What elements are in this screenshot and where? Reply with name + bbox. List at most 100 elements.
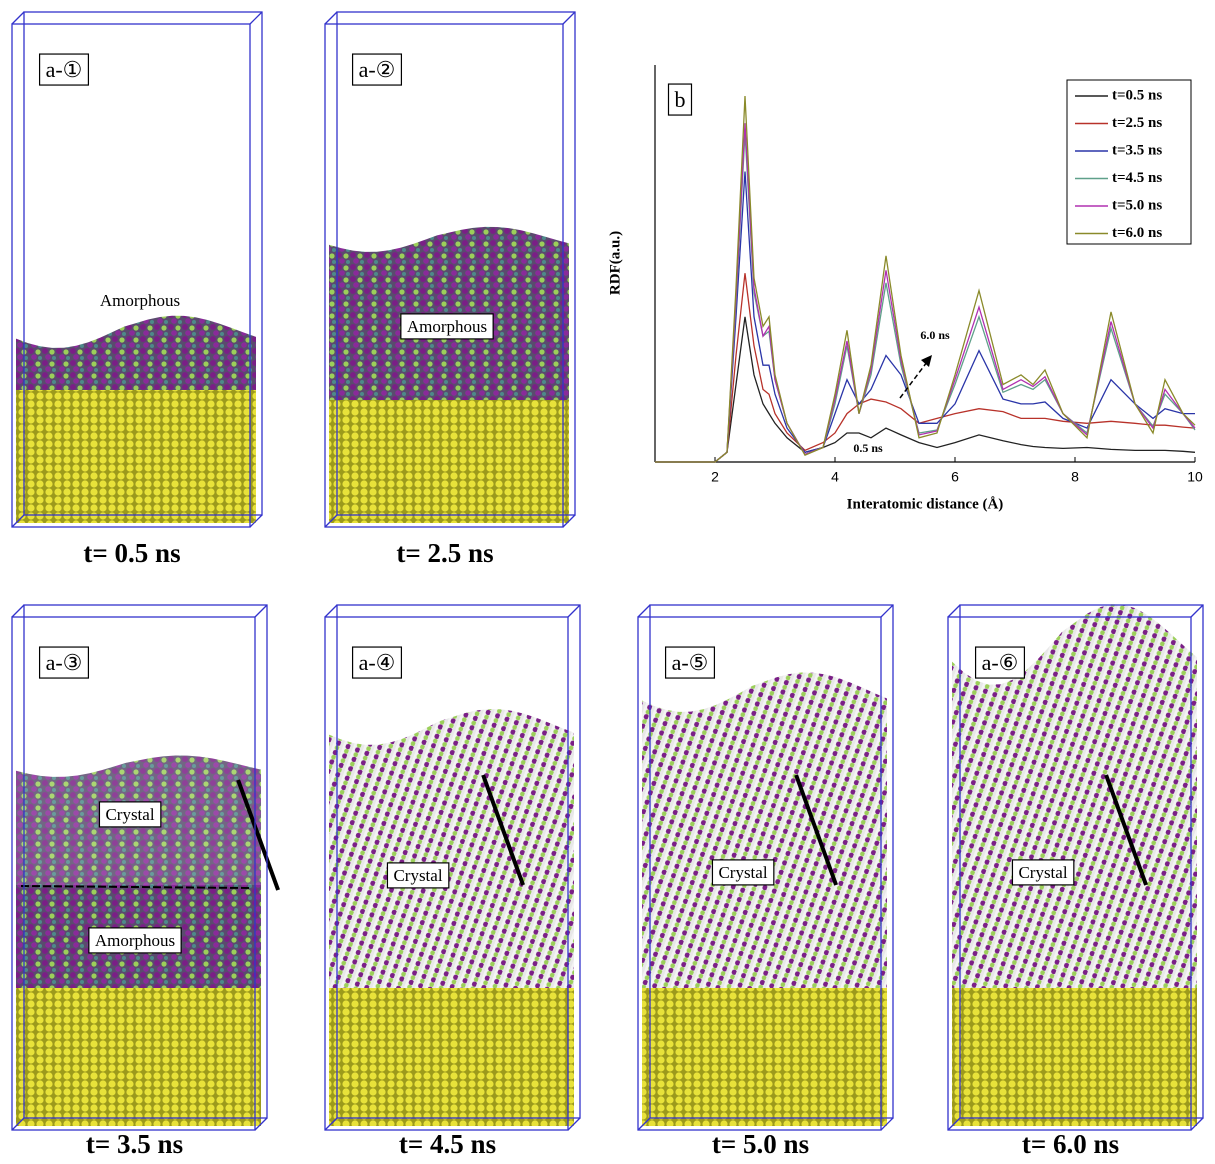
amorphous-layer [16, 315, 256, 390]
box-edge [254, 604, 268, 618]
region-label: Amorphous [407, 317, 487, 336]
region-label: Crystal [393, 866, 442, 885]
box-front [11, 616, 256, 1131]
stacking-line [236, 779, 280, 891]
region-label-box [386, 862, 450, 889]
crystal-layer [642, 672, 887, 988]
stacking-line [794, 774, 838, 886]
box-edge [562, 11, 576, 25]
box-back [336, 11, 576, 516]
panel-label-box [38, 53, 90, 86]
x-tick-label: 8 [1071, 469, 1079, 485]
box-edge [249, 11, 263, 25]
panel-label-box [38, 646, 90, 679]
panel-label: a-⑤ [672, 650, 709, 675]
box-edge [880, 604, 894, 618]
region-label: Crystal [105, 805, 154, 824]
box-front [324, 23, 564, 528]
panel-caption: t= 6.0 ns [1022, 1129, 1119, 1159]
box-edge [11, 514, 25, 528]
box-front [637, 616, 882, 1131]
box-front [324, 616, 569, 1131]
region-label-box [711, 859, 775, 886]
legend-label: t=2.5 ns [1112, 115, 1162, 131]
annotation: 0.5 ns [853, 441, 883, 455]
panel-label: a-① [46, 57, 83, 82]
box-edge [11, 1117, 25, 1131]
box-edge [11, 11, 25, 25]
box-edge [947, 1117, 961, 1131]
interface-line [20, 885, 252, 889]
stacking-line [1104, 774, 1148, 886]
panel-caption: t= 5.0 ns [712, 1129, 809, 1159]
annotation-arrow [899, 357, 931, 399]
box-edge [562, 514, 576, 528]
region-label: Amorphous [100, 291, 180, 310]
panel-label: a-④ [359, 650, 396, 675]
crystal-layer [329, 709, 574, 988]
box-back [23, 11, 263, 516]
substrate [16, 390, 256, 523]
box-edge [11, 604, 25, 618]
region-label-box [400, 313, 494, 340]
region-label: Crystal [1018, 863, 1067, 882]
panel-label-box [351, 53, 403, 86]
panel-label: a-② [359, 57, 396, 82]
panel-caption: t= 2.5 ns [396, 538, 493, 568]
legend-label: t=3.5 ns [1112, 142, 1162, 158]
box-edge [1190, 1117, 1204, 1131]
box-front [947, 616, 1192, 1131]
region-label-box [1011, 859, 1075, 886]
box-edge [1190, 604, 1204, 618]
panel-label: a-⑥ [982, 650, 1019, 675]
substrate [329, 400, 569, 523]
box-edge [637, 604, 651, 618]
rdf-line [655, 95, 1196, 463]
box-edge [947, 604, 961, 618]
annotation: 6.0 ns [920, 328, 950, 342]
rdf-line [655, 273, 1196, 463]
legend-label: t=5.0 ns [1112, 197, 1162, 213]
box-edge [567, 1117, 581, 1131]
box-edge [249, 514, 263, 528]
box-edge [324, 1117, 338, 1131]
substrate [329, 988, 574, 1126]
y-axis-label: RDF(a.u.) [607, 231, 623, 295]
box-edge [324, 604, 338, 618]
legend-box [1066, 79, 1192, 245]
panel-label-box [664, 646, 716, 679]
box-edge [324, 11, 338, 25]
box-back [336, 604, 581, 1119]
substrate [642, 988, 887, 1126]
x-tick-label: 4 [831, 469, 839, 485]
panel-caption: t= 3.5 ns [86, 1129, 183, 1159]
box-back [649, 604, 894, 1119]
stacking-line [481, 774, 525, 886]
panel-caption: t= 0.5 ns [83, 538, 180, 568]
box-back [959, 604, 1204, 1119]
region-label-box [88, 927, 182, 954]
panel-label-box [351, 646, 403, 679]
region-label-box [98, 801, 162, 828]
arrow-head [921, 355, 932, 367]
substrate [952, 988, 1197, 1126]
substrate [16, 988, 261, 1126]
rdf-line [655, 171, 1195, 463]
x-tick-label: 2 [711, 469, 719, 485]
box-front [11, 23, 251, 528]
x-tick-label: 10 [1187, 469, 1203, 485]
box-edge [324, 514, 338, 528]
box-back [23, 604, 268, 1119]
region-label: Amorphous [95, 931, 175, 950]
panel-caption: t= 4.5 ns [399, 1129, 496, 1159]
x-tick-label: 6 [951, 469, 959, 485]
rdf-line [655, 316, 1196, 463]
box-edge [567, 604, 581, 618]
box-edge [254, 1117, 268, 1131]
chart-panel-label: b [675, 87, 686, 112]
legend-label: t=6.0 ns [1112, 225, 1162, 241]
panel-label: a-③ [46, 650, 83, 675]
x-axis-label: Interatomic distance (Å) [847, 496, 1004, 512]
panel-label-box [974, 646, 1026, 679]
